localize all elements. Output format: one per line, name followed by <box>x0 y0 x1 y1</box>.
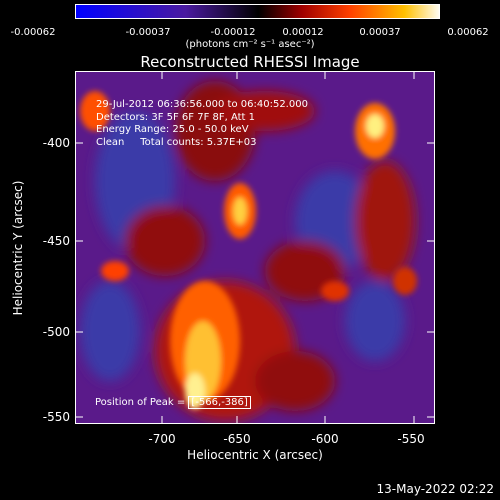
colorbar-tick: 0.00037 <box>359 27 401 38</box>
annotation-energy-range: Energy Range: 25.0 - 50.0 keV <box>96 124 249 136</box>
annotation-method-counts: Clean Total counts: 5.37E+03 <box>96 136 257 148</box>
x-tick-label: -700 <box>148 432 176 446</box>
rhessi-image <box>75 71 435 424</box>
annotation-time-range: 29-Jul-2012 06:36:56.000 to 06:40:52.000 <box>96 99 308 111</box>
render-timestamp: 13-May-2022 02:22 <box>376 482 494 496</box>
colorbar-tick: -0.00062 <box>10 27 56 38</box>
y-axis-label: Heliocentric Y (arcsec) <box>11 180 25 316</box>
observation-annotations: 29-Jul-2012 06:36:56.000 to 06:40:52.000… <box>96 87 308 161</box>
x-axis-label: Heliocentric X (arcsec) <box>187 448 323 462</box>
peak-position: Position of Peak = [-566,-386] <box>95 396 251 409</box>
colorbar <box>75 4 440 19</box>
annotation-detectors: Detectors: 3F 5F 6F 7F 8F, Att 1 <box>96 111 256 123</box>
colorbar-tick: -0.00037 <box>125 27 171 38</box>
y-tick-label: -450 <box>42 234 70 248</box>
colorbar-tick: -0.00012 <box>210 27 256 38</box>
x-tick-label: -600 <box>311 432 339 446</box>
y-tick-label: -550 <box>42 410 70 424</box>
colorbar-units: (photons cm⁻² s⁻¹ asec⁻²) <box>185 39 315 50</box>
y-tick-label: -500 <box>42 325 70 339</box>
plot-title: Reconstructed RHESSI Image <box>140 53 360 71</box>
peak-label: Position of Peak = <box>95 397 186 408</box>
colorbar-tick: 0.00012 <box>282 27 324 38</box>
colorbar-tick: 0.00062 <box>447 27 489 38</box>
x-tick-label: -550 <box>397 432 425 446</box>
y-tick-label: -400 <box>42 136 70 150</box>
x-tick-label: -650 <box>223 432 251 446</box>
peak-value: [-566,-386] <box>188 396 251 409</box>
plot-frame <box>75 71 435 424</box>
